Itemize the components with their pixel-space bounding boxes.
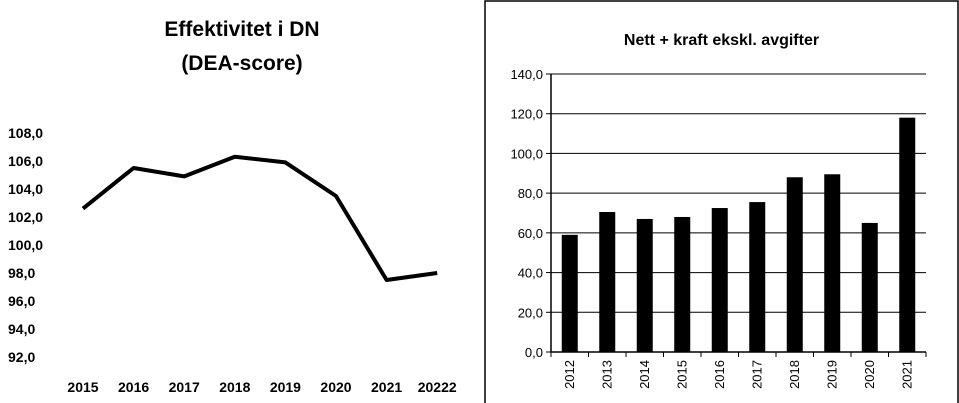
y-tick-label: 100,0 [8,237,43,253]
x-tick-label: 2019 [824,360,839,389]
y-tick-label: 140,0 [510,67,543,82]
x-tick-label: 2021 [371,379,402,395]
x-tick-label: 2015 [674,360,689,389]
x-tick-label: 2017 [169,379,200,395]
x-tick-label: 20222 [418,379,457,395]
x-tick-label: 2019 [270,379,301,395]
y-tick-label: 80,0 [518,186,543,201]
y-tick-label: 120,0 [510,107,543,122]
x-tick-label: 2016 [712,360,727,389]
x-tick-label: 2015 [67,379,98,395]
y-tick-label: 96,0 [8,293,35,309]
right-chart-title: Nett + kraft ekskl. avgifter [623,32,820,49]
series-line [81,154,438,282]
left-chart-plot: 108,0 106,0 104,0 102,0 100,0 98,0 96,0 94,0 92,… [8,125,457,395]
left-chart-title-line-2: (DEA-score) [181,52,303,75]
y-tick-label: 40,0 [518,266,543,281]
y-tick-label: 108,0 [8,125,43,141]
bar [674,216,691,352]
left-chart-title-line-1: Effektivitet i DN [164,18,320,41]
x-tick-label: 2018 [219,379,250,395]
x-tick-label: 2018 [787,360,802,389]
x-tick-label: 2020 [862,360,877,389]
y-tick-label: 92,0 [8,349,35,365]
chart-border [484,0,959,403]
bar [824,174,841,352]
bar [636,218,653,352]
y-tick-label: 20,0 [518,305,543,320]
nett-kraft-chart: Nett + kraft ekskl. avgifter 140,0 120,0 1… [484,0,959,403]
y-tick-label: 104,0 [8,181,43,197]
x-tick-label: 2017 [749,360,764,389]
bar [561,234,578,352]
x-tick-label: 2016 [118,379,149,395]
bar [749,202,766,352]
y-tick-label: 98,0 [8,265,35,281]
y-tick-label: 94,0 [8,321,35,337]
x-tick-label: 2014 [637,360,652,389]
y-tick-label: 0,0 [525,345,543,360]
bar [599,212,616,352]
bar [899,117,916,352]
x-tick-label: 2012 [562,360,577,389]
x-tick-label: 2020 [320,379,351,395]
y-tick-label: 60,0 [518,226,543,241]
y-tick-label: 106,0 [8,153,43,169]
y-tick-label: 100,0 [510,146,543,161]
bar [861,222,878,352]
right-chart-plot: 140,0 120,0 100,0 80,0 60,0 40,0 20,0 0,0 2012 20… [484,0,959,403]
y-tick-label: 102,0 [8,209,43,225]
bar [711,208,728,352]
x-tick-label: 2021 [899,360,914,389]
dea-score-chart: Effektivitet i DN (DEA-score) 108,0 106,0… [8,18,457,395]
x-tick-label: 2013 [599,360,614,389]
bar [786,177,803,352]
